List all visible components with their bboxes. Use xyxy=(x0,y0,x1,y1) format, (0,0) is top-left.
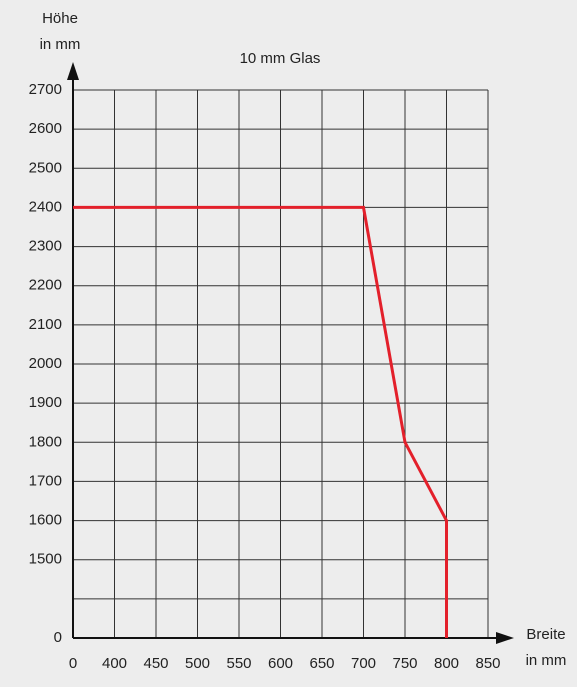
x-tick-label: 750 xyxy=(392,655,417,672)
x-tick-label: 400 xyxy=(102,655,127,672)
y-tick-label: 2400 xyxy=(29,198,62,215)
x-axis-label: in mm xyxy=(526,652,567,669)
x-tick-label: 500 xyxy=(185,655,210,672)
y-tick-label: 2000 xyxy=(29,355,62,372)
x-tick-label: 700 xyxy=(351,655,376,672)
x-tick-label: 550 xyxy=(226,655,251,672)
y-tick-label: 2500 xyxy=(29,159,62,176)
x-tick-label: 0 xyxy=(69,655,77,672)
y-tick-label: 2600 xyxy=(29,120,62,137)
y-tick-label: 2100 xyxy=(29,316,62,333)
y-tick-label: 1700 xyxy=(29,472,62,489)
y-tick-label: 1600 xyxy=(29,512,62,529)
x-tick-label: 650 xyxy=(309,655,334,672)
x-tick-label: 600 xyxy=(268,655,293,672)
x-tick-label: 850 xyxy=(475,655,500,672)
y-axis-label: in mm xyxy=(40,36,81,53)
data-line xyxy=(73,205,448,638)
y-tick-label: 1900 xyxy=(29,394,62,411)
x-tick-label: 800 xyxy=(434,655,459,672)
x-tick-label: 450 xyxy=(143,655,168,672)
y-tick-label: 1800 xyxy=(29,433,62,450)
y-tick-label: 1500 xyxy=(29,551,62,568)
y-tick-label: 2700 xyxy=(29,81,62,98)
y-axis-label: Höhe xyxy=(42,10,78,27)
x-axis-label: Breite xyxy=(526,626,565,643)
y-tick-label: 2300 xyxy=(29,238,62,255)
y-axis-arrow xyxy=(67,62,79,80)
x-axis-arrow xyxy=(496,632,514,644)
chart-title: 10 mm Glas xyxy=(240,50,321,67)
y-tick-label: 0 xyxy=(54,629,62,646)
y-tick-label: 2200 xyxy=(29,277,62,294)
